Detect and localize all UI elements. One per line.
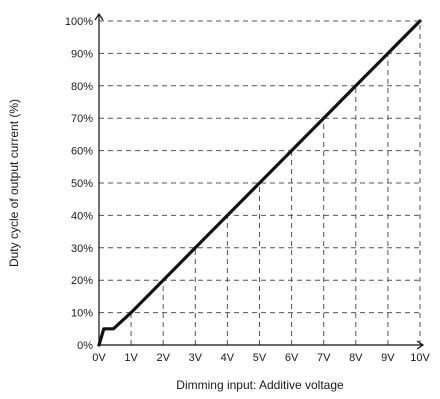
x-axis-arrow [416,340,425,350]
y-tick-label-20: 20% [71,275,93,287]
tick-labels: 0% 10% 20% 30% 40% 50% 60% 70% 80% 90% 100% 0V 1V 2V 3… [65,16,431,364]
x-tick-label-3: 3V [189,352,203,364]
x-tick-label-10: 10V [410,352,430,364]
x-tick-label-5: 5V [253,352,267,364]
x-tick-label-8: 8V [349,352,363,364]
grid-lines [99,20,421,345]
axes [94,12,425,350]
y-axis-arrow [94,12,104,21]
x-tick-label-2: 2V [156,352,170,364]
y-tick-label-70: 70% [71,113,93,125]
y-axis-title: Duty cycle of output current (%) [7,99,21,267]
y-tick-label-80: 80% [71,81,93,93]
y-tick-label-90: 90% [71,48,93,60]
y-tick-label-50: 50% [71,178,93,190]
x-tick-label-0: 0V [92,352,106,364]
x-tick-label-1: 1V [124,352,138,364]
y-tick-label-30: 30% [71,243,93,255]
y-tick-label-100: 100% [65,16,93,28]
y-tick-label-40: 40% [71,210,93,222]
x-axis-title: Dimming input: Additive voltage [176,378,344,392]
series [97,19,422,347]
y-tick-label-10: 10% [71,308,93,320]
x-tick-label-6: 6V [285,352,299,364]
y-tick-label-0: 0% [77,340,93,352]
y-tick-label-60: 60% [71,146,93,158]
x-tick-label-9: 9V [381,352,395,364]
duty-cycle-line [97,19,422,347]
x-tick-label-7: 7V [317,352,331,364]
x-tick-label-4: 4V [221,352,235,364]
